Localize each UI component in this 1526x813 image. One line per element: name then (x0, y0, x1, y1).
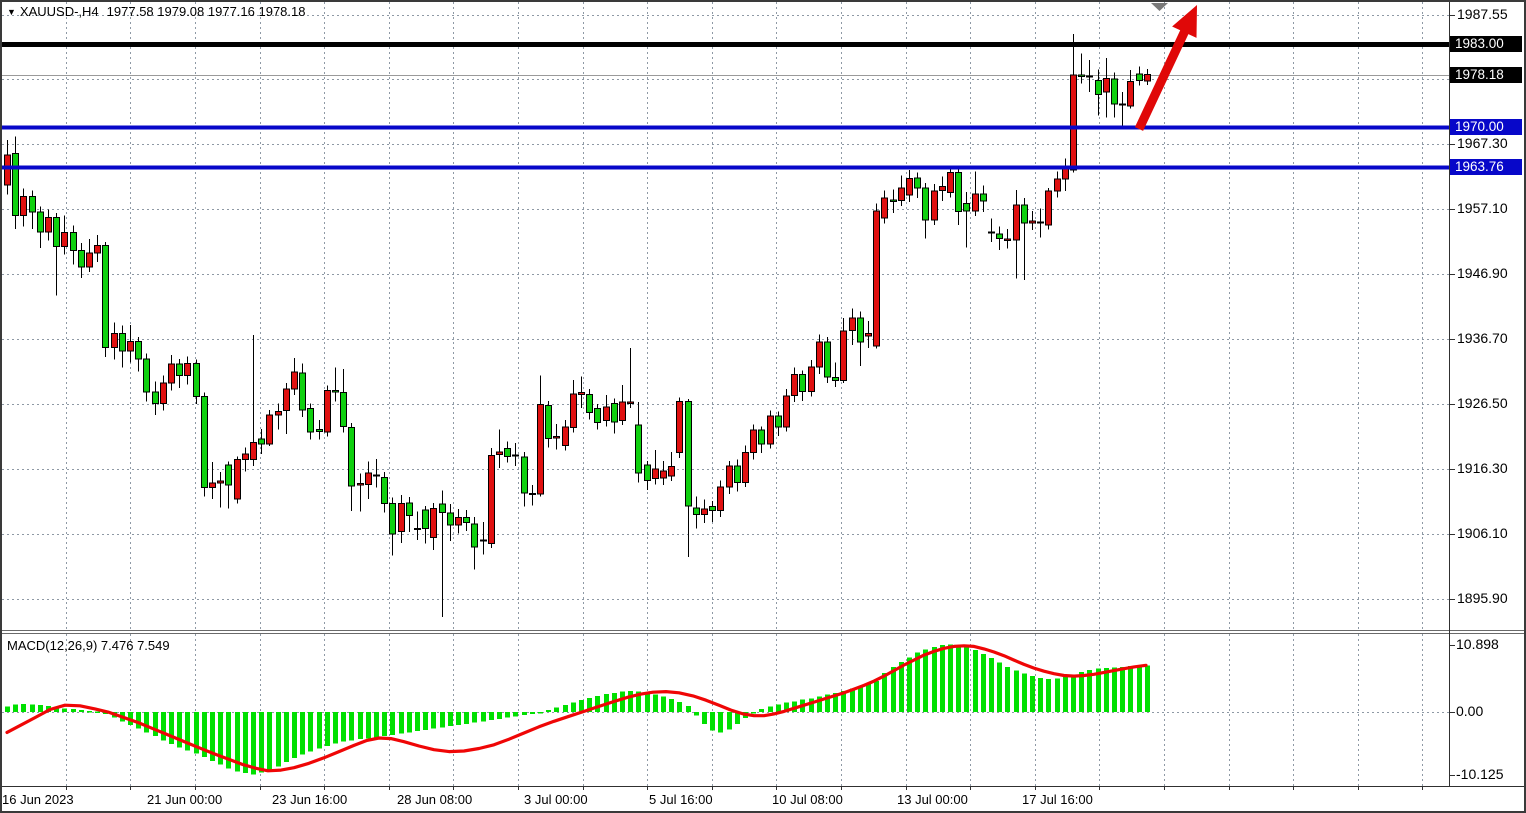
time-axis-label: 17 Jul 16:00 (1022, 792, 1093, 807)
symbol-header: ▼ XAUUSD-,H4 1977.58 1979.08 1977.16 1978.… (7, 4, 305, 19)
price-tick-label: 1936.70 (1457, 330, 1508, 347)
time-axis-label: 23 Jun 16:00 (272, 792, 348, 807)
price-tick-label: 1987.55 (1457, 6, 1508, 22)
candlesticks (4, 33, 1151, 617)
last-price-badge: 1978.18 (1450, 66, 1522, 83)
macd-signal-line (5, 644, 1148, 773)
price-tick-label: 1967.30 (1457, 135, 1508, 152)
time-axis-label: 5 Jul 16:00 (649, 792, 713, 807)
time-axis-label: 13 Jul 00:00 (897, 792, 968, 807)
resistance-1983-badge: 1983.00 (1450, 35, 1522, 52)
symbol-period-label: XAUUSD-,H4 (19, 4, 99, 19)
time-axis-label: 21 Jun 00:00 (147, 792, 223, 807)
time-axis-label: 28 Jun 08:00 (397, 792, 473, 807)
price-tick-label: 1895.90 (1457, 590, 1508, 607)
macd-histogram (5, 644, 1150, 775)
price-tick-label: 1957.10 (1457, 200, 1508, 217)
macd-tick-label: -10.125 (1456, 765, 1504, 782)
ohlc-quote-text: 1977.58 1979.08 1977.16 1978.18 (106, 4, 306, 19)
time-axis-label: 3 Jul 00:00 (524, 792, 588, 807)
support-1963-badge: 1963.76 (1450, 158, 1522, 175)
chart-shift-marker (1151, 3, 1168, 11)
macd-indicator-label: MACD(12,26,9) 7.476 7.549 (7, 638, 170, 653)
price-tick-label: 1916.30 (1457, 460, 1508, 477)
support-1970-badge: 1970.00 (1450, 118, 1522, 135)
time-axis-label: 16 Jun 2023 (2, 792, 74, 807)
trend-arrow[interactable] (1134, 5, 1197, 131)
price-tick-label: 1926.50 (1457, 395, 1508, 412)
price-tick-label: 1946.90 (1457, 265, 1508, 282)
time-axis-label: 10 Jul 08:00 (772, 792, 843, 807)
macd-tick-label: 10.898 (1456, 635, 1499, 652)
price-tick-label: 1906.10 (1457, 525, 1508, 542)
symbol-dropdown-icon: ▼ (7, 7, 16, 17)
macd-tick-label: 0.00 (1456, 703, 1484, 719)
